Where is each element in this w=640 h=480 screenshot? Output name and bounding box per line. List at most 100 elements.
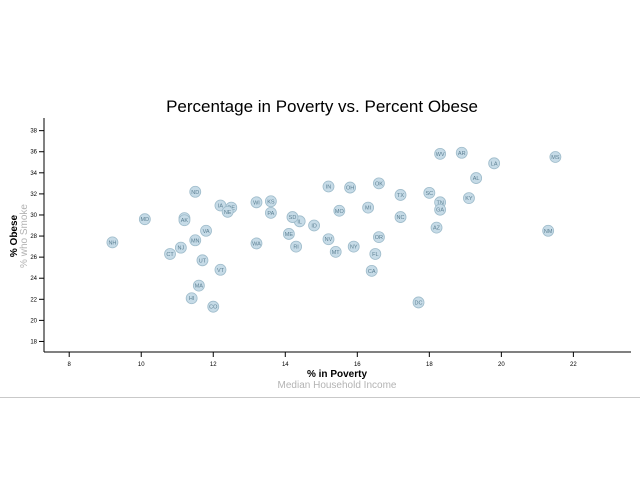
y-axis-label-smoke[interactable]: % who Smoke — [19, 204, 30, 268]
state-point-va[interactable]: VA — [200, 224, 212, 237]
state-point-nm[interactable]: NM — [542, 224, 555, 237]
state-point-wv[interactable]: WV — [434, 147, 447, 160]
state-point-ky[interactable]: KY — [463, 192, 475, 205]
state-point-vt[interactable]: VT — [214, 263, 227, 276]
state-marker[interactable] — [189, 234, 202, 247]
state-marker[interactable] — [200, 224, 212, 237]
x-axis-label-income[interactable]: Median Household Income — [278, 380, 397, 391]
state-marker[interactable] — [178, 214, 191, 227]
state-point-nj[interactable]: NJ — [174, 241, 187, 254]
state-marker[interactable] — [207, 300, 220, 313]
state-point-md[interactable]: MD — [138, 213, 151, 226]
state-point-ms[interactable]: MS — [549, 151, 562, 163]
state-marker[interactable] — [430, 221, 443, 234]
state-abbr-label: NV — [325, 237, 333, 243]
state-point-ok[interactable]: OK — [373, 177, 385, 190]
state-marker[interactable] — [329, 245, 342, 258]
state-point-mn[interactable]: MN — [189, 234, 202, 247]
state-marker[interactable] — [286, 211, 299, 223]
state-abbr-label: OR — [375, 235, 383, 241]
state-marker[interactable] — [189, 185, 202, 198]
state-marker[interactable] — [264, 195, 277, 208]
state-point-id[interactable]: ID — [308, 219, 320, 232]
state-marker[interactable] — [192, 279, 205, 292]
state-point-ny[interactable]: NY — [347, 240, 360, 253]
state-marker[interactable] — [290, 240, 302, 253]
state-marker[interactable] — [362, 201, 375, 214]
state-point-mo[interactable]: MO — [333, 204, 346, 217]
state-marker[interactable] — [250, 237, 263, 250]
state-point-hi[interactable]: HI — [185, 292, 198, 305]
state-point-nd[interactable]: ND — [189, 185, 202, 198]
state-marker[interactable] — [488, 157, 501, 170]
state-point-mt[interactable]: MT — [329, 245, 342, 258]
state-point-az[interactable]: AZ — [430, 221, 443, 234]
x-axis-label-poverty[interactable]: % in Poverty — [307, 369, 367, 380]
state-marker[interactable] — [344, 181, 357, 194]
state-point-ct[interactable]: CT — [164, 248, 176, 260]
state-marker[interactable] — [333, 204, 346, 217]
state-marker[interactable] — [394, 189, 407, 201]
state-marker[interactable] — [322, 233, 335, 246]
state-marker[interactable] — [434, 147, 447, 160]
state-marker[interactable] — [373, 177, 385, 190]
state-marker[interactable] — [434, 203, 447, 216]
state-point-ar[interactable]: AR — [455, 146, 468, 159]
state-marker[interactable] — [282, 228, 295, 240]
state-marker[interactable] — [347, 240, 360, 253]
state-marker[interactable] — [196, 254, 209, 267]
state-point-ak[interactable]: AK — [178, 214, 191, 227]
state-point-ne[interactable]: NE — [221, 205, 234, 218]
state-marker[interactable] — [394, 211, 407, 223]
state-point-ut[interactable]: UT — [196, 254, 209, 267]
state-marker[interactable] — [463, 192, 475, 205]
state-point-nh[interactable]: NH — [106, 236, 119, 249]
state-abbr-label: CA — [368, 269, 376, 275]
state-point-wi[interactable]: WI — [250, 196, 263, 209]
state-marker[interactable] — [264, 206, 277, 219]
state-point-co[interactable]: CO — [207, 300, 220, 313]
state-point-or[interactable]: OR — [373, 231, 385, 244]
state-marker[interactable] — [221, 205, 234, 218]
state-marker[interactable] — [455, 146, 468, 159]
state-marker[interactable] — [412, 296, 425, 309]
state-point-sd[interactable]: SD — [286, 211, 299, 223]
state-marker[interactable] — [423, 186, 436, 199]
state-marker[interactable] — [369, 248, 382, 260]
state-point-in[interactable]: IN — [322, 180, 335, 193]
state-marker[interactable] — [308, 219, 320, 232]
state-marker[interactable] — [549, 151, 562, 163]
state-point-tx[interactable]: TX — [394, 189, 407, 201]
state-point-wa[interactable]: WA — [250, 237, 263, 250]
state-point-ks[interactable]: KS — [264, 195, 277, 208]
state-marker[interactable] — [106, 236, 119, 249]
state-point-fl[interactable]: FL — [369, 248, 382, 260]
state-point-oh[interactable]: OH — [344, 181, 357, 194]
state-point-dc[interactable]: DC — [412, 296, 425, 309]
state-point-sc[interactable]: SC — [423, 186, 436, 199]
state-marker[interactable] — [214, 263, 227, 276]
state-abbr-label: GA — [436, 208, 444, 214]
state-marker[interactable] — [138, 213, 151, 226]
state-marker[interactable] — [185, 292, 198, 305]
state-point-ca[interactable]: CA — [365, 264, 378, 277]
state-point-nc[interactable]: NC — [394, 211, 407, 223]
state-marker[interactable] — [250, 196, 263, 209]
state-point-ma[interactable]: MA — [192, 279, 205, 292]
state-point-al[interactable]: AL — [470, 172, 483, 184]
state-point-mi[interactable]: MI — [362, 201, 375, 214]
state-marker[interactable] — [322, 180, 335, 193]
state-point-la[interactable]: LA — [488, 157, 501, 170]
y-axis-label-obese[interactable]: % Obese — [9, 214, 20, 257]
state-marker[interactable] — [373, 231, 385, 244]
state-point-ga[interactable]: GA — [434, 203, 447, 216]
state-point-me[interactable]: ME — [282, 228, 295, 240]
state-point-ri[interactable]: RI — [290, 240, 302, 253]
state-marker[interactable] — [542, 224, 555, 237]
state-marker[interactable] — [164, 248, 176, 260]
state-point-pa[interactable]: PA — [264, 206, 277, 219]
state-marker[interactable] — [365, 264, 378, 277]
state-point-nv[interactable]: NV — [322, 233, 335, 246]
state-marker[interactable] — [470, 172, 483, 184]
state-marker[interactable] — [174, 241, 187, 254]
